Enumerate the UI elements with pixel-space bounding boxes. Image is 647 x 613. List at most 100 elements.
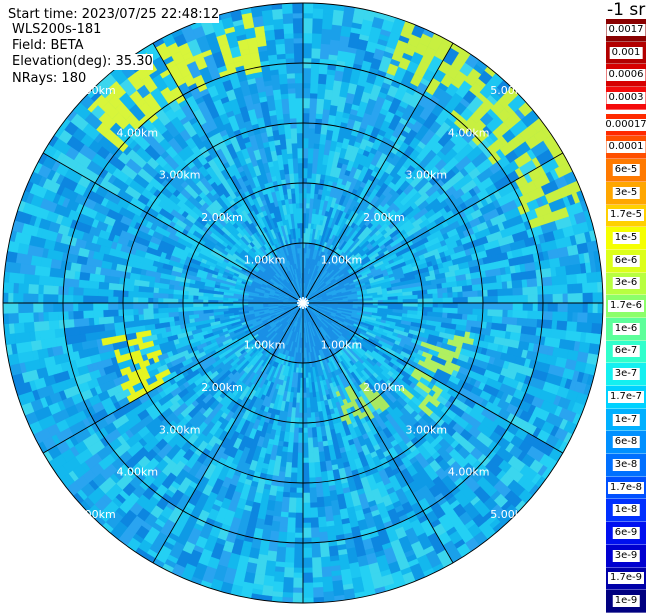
heatmap-cell xyxy=(303,43,312,58)
heatmap-cell xyxy=(319,452,325,458)
heatmap-cell xyxy=(303,148,308,158)
heatmap-cell xyxy=(286,532,295,543)
heatmap-cell xyxy=(168,307,178,312)
heatmap-cell xyxy=(448,303,458,308)
heatmap-cell xyxy=(507,281,513,289)
heatmap-cell xyxy=(303,598,314,603)
heatmap-cell xyxy=(273,582,284,593)
heatmap-cell xyxy=(23,293,33,303)
heatmap-cell xyxy=(298,433,303,443)
heatmap-cell xyxy=(318,74,327,85)
heatmap-cell xyxy=(283,577,294,593)
heatmap-cell xyxy=(317,497,324,503)
heatmap-cell xyxy=(448,293,453,298)
heatmap-cell xyxy=(462,285,473,292)
heatmap-cell xyxy=(312,557,322,572)
heatmap-cell xyxy=(586,272,597,283)
heatmap-cell xyxy=(319,457,325,463)
heatmap-cell xyxy=(329,546,339,557)
heatmap-cell xyxy=(158,298,163,303)
heatmap-cell xyxy=(138,314,144,320)
heatmap-cell xyxy=(312,572,322,578)
heatmap-cell xyxy=(280,517,289,528)
heatmap-cell xyxy=(418,307,423,311)
heatmap-cell xyxy=(412,311,417,315)
heatmap-cell xyxy=(168,303,183,308)
heatmap-cell xyxy=(18,303,33,313)
heatmap-cell xyxy=(417,311,422,316)
heatmap-cell xyxy=(48,312,58,321)
heatmap-cell xyxy=(293,588,303,593)
heatmap-cell xyxy=(523,287,538,296)
heatmap-cell xyxy=(54,328,65,338)
heatmap-cell xyxy=(437,284,443,289)
heatmap-cell xyxy=(303,548,312,558)
heatmap-cell xyxy=(322,567,332,578)
heatmap-cell xyxy=(68,311,74,319)
heatmap-cell xyxy=(43,312,48,321)
heatmap-cell xyxy=(319,532,328,538)
heatmap-cell xyxy=(93,310,103,318)
heatmap-cell xyxy=(303,543,312,548)
heatmap-cell xyxy=(523,303,533,311)
heatmap-cell xyxy=(118,309,133,316)
heatmap-cell xyxy=(525,262,536,272)
heatmap-cell xyxy=(294,538,303,553)
heatmap-cell xyxy=(296,488,303,493)
heatmap-cell xyxy=(567,322,578,332)
heatmap-cell xyxy=(582,282,598,293)
heatmap-cell xyxy=(468,309,473,315)
heatmap-cell xyxy=(438,293,443,298)
heatmap-cell xyxy=(133,315,139,321)
heatmap-cell xyxy=(310,493,317,503)
heatmap-cell xyxy=(478,290,483,297)
heatmap-cell xyxy=(33,312,38,322)
heatmap-cell xyxy=(512,280,523,288)
heatmap-cell xyxy=(508,296,518,304)
heatmap-cell xyxy=(498,288,513,296)
heatmap-cell xyxy=(321,557,331,568)
heatmap-cell xyxy=(527,279,533,287)
heatmap-cell xyxy=(577,313,588,323)
heatmap-cell xyxy=(517,318,528,327)
heatmap-cell xyxy=(39,275,55,285)
heatmap-cell xyxy=(418,299,433,304)
heatmap-cell xyxy=(383,300,398,303)
heatmap-cell xyxy=(53,303,63,312)
heatmap-cell xyxy=(333,515,342,526)
heatmap-cell xyxy=(138,297,148,303)
heatmap-cell xyxy=(73,295,83,303)
heatmap-cell xyxy=(303,458,309,463)
heatmap-cell xyxy=(118,303,133,310)
heatmap-cell xyxy=(294,428,299,438)
heatmap-cell xyxy=(208,300,218,303)
heatmap-cell xyxy=(40,329,56,340)
heatmap-cell xyxy=(149,281,155,287)
heatmap-cell xyxy=(458,292,463,298)
heatmap-cell xyxy=(8,293,13,303)
heatmap-cell xyxy=(303,538,311,543)
heatmap-cell xyxy=(558,303,568,312)
heatmap-cell xyxy=(488,310,503,318)
heatmap-cell xyxy=(316,114,323,120)
heatmap-cell xyxy=(310,488,317,493)
heatmap-cell xyxy=(43,294,58,303)
heatmap-cell xyxy=(3,282,14,293)
heatmap-cell xyxy=(89,281,100,289)
heatmap-cell xyxy=(314,143,320,148)
heatmap-cell xyxy=(303,3,314,13)
heatmap-cell xyxy=(433,303,438,308)
heatmap-cell xyxy=(313,577,323,583)
heatmap-cell xyxy=(552,285,567,295)
heatmap-cell xyxy=(33,294,38,303)
heatmap-cell xyxy=(303,558,312,568)
heatmap-cell xyxy=(303,583,313,598)
heatmap-cell xyxy=(153,303,158,308)
heatmap-cell xyxy=(287,447,293,452)
heatmap-cell xyxy=(567,284,572,294)
heatmap-cell xyxy=(178,299,183,303)
heatmap-cell xyxy=(193,299,203,303)
heatmap-cell xyxy=(303,178,307,183)
heatmap-cell xyxy=(433,294,438,299)
heatmap-cell xyxy=(323,591,334,602)
